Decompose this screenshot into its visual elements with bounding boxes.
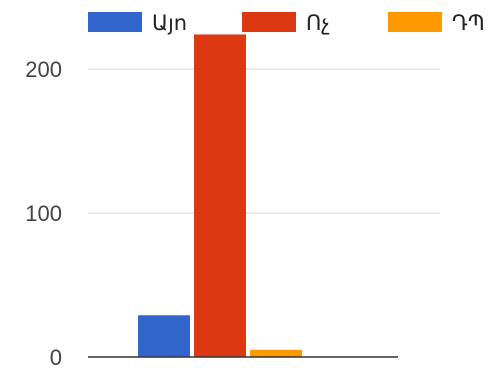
- bar-0: [138, 315, 190, 357]
- gridlines: [88, 68, 440, 214]
- y-axis-tick-labels: 0 100 200: [25, 57, 62, 368]
- y-tick-label: 0: [50, 345, 62, 368]
- legend-label-2: ԴՊ: [452, 11, 485, 35]
- y-tick-label: 200: [25, 57, 62, 82]
- bar-2: [250, 349, 302, 357]
- legend-label-0: Այո: [152, 11, 187, 35]
- legend: Այո Ոչ ԴՊ: [88, 11, 485, 35]
- legend-label-1: Ոչ: [306, 11, 330, 35]
- y-tick-label: 100: [25, 201, 62, 226]
- bar-1: [194, 34, 246, 357]
- bars: [138, 34, 302, 357]
- legend-swatch-0: [88, 12, 142, 32]
- legend-swatch-1: [242, 12, 296, 32]
- legend-swatch-2: [388, 12, 442, 32]
